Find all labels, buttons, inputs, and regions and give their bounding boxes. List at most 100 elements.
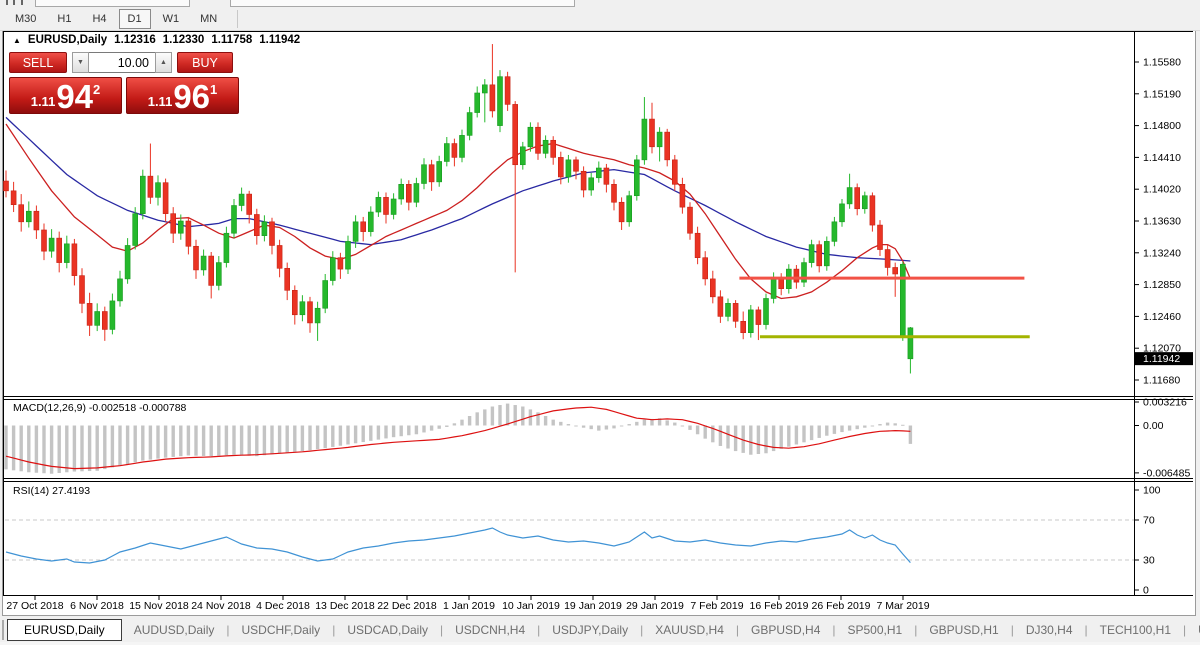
candle-body [823,241,830,267]
candle-body [618,201,625,223]
macd-histogram-bar [711,425,715,443]
candle-body [10,190,17,205]
macd-histogram-bar [741,425,745,453]
macd-histogram-bar [749,425,753,455]
macd-histogram-bar [308,425,312,451]
tab-item-usdcad-daily[interactable]: USDCAD,Daily [347,623,428,637]
macd-histogram-bar [703,425,707,439]
rsi-label: RSI(14) 27.4193 [13,485,91,497]
candle-body [709,278,716,298]
candle-body [367,211,374,232]
ma-slow-line [5,116,911,262]
macd-label: MACD(12,26,9) -0.002518 -0.000788 [13,402,187,414]
candle-body [869,195,876,226]
date-axis-label: 1 Jan 2019 [443,600,495,612]
macd-histogram-bar [384,425,388,439]
timeframe-button-m30[interactable]: M30 [15,13,37,25]
sell-button[interactable]: SELL [9,52,67,73]
macd-histogram-bar [171,425,175,457]
volume-increase-button[interactable]: ▲ [155,52,172,73]
tab-separator: | [735,623,740,637]
price-axis-label: 1.14020 [1143,184,1181,196]
tab-bar-grip[interactable] [2,620,4,640]
candle-body [124,245,131,280]
macd-histogram-bar [536,412,540,426]
candle-body [725,303,731,317]
timeframe-button-d1[interactable]: D1 [118,9,151,29]
candle-body [839,203,845,223]
candle-body [899,263,906,338]
candle-body [595,167,602,179]
tab-item-usdcnh-h4[interactable]: USDCNH,H4 [455,623,526,637]
candle-body [428,164,435,183]
tab-item-usdjpy-daily[interactable]: USDJPY,Daily [552,623,629,637]
timeframe-button-h1[interactable]: H1 [57,13,72,25]
date-axis-label: 24 Nov 2018 [191,600,251,612]
quote-header: ▲ EURUSD,Daily 1.12316 1.12330 1.11758 1… [13,34,300,46]
tab-separator: | [914,623,918,637]
date-axis-label: 4 Dec 2018 [256,600,310,612]
macd-histogram-bar [95,425,99,471]
candle-body [443,143,450,162]
macd-histogram-bar [779,425,783,449]
tab-separator: | [332,623,336,637]
macd-histogram-bar [224,425,229,456]
candle-body [94,311,100,326]
price-axis-label: 1.14410 [1143,152,1181,164]
volume-decrease-button[interactable]: ▼ [72,52,89,73]
macd-histogram-bar [194,425,198,456]
tab-item-gbpusd-h4[interactable]: GBPUSD,H4 [751,623,821,637]
buy-button[interactable]: BUY [177,52,233,73]
date-axis-label: 13 Dec 2018 [315,600,375,612]
macd-histogram-bar [847,425,852,431]
buy-price-panel[interactable]: 1.11 96 1 [126,77,239,114]
candle-body [307,301,313,324]
sell-price-panel[interactable]: 1.11 94 2 [9,77,122,114]
price-chart-canvas[interactable]: 1.15580 1.15190 1.14800 1.14410 1.14020 1.136… [3,31,1195,614]
tab-item-ukoil[interactable]: UKOil, [1186,620,1200,640]
candle-body [436,161,443,183]
tab-item-sp500-h1[interactable]: SP500,H1 [847,623,903,637]
macd-histogram-bar [270,425,274,455]
macd-histogram-bar [635,421,639,426]
candle-body [474,92,481,113]
candle-body [611,184,617,203]
macd-histogram-bar [338,425,343,446]
tab-item-gbpusd-h1[interactable]: GBPUSD,H1 [929,623,999,637]
timeframe-button-w1[interactable]: W1 [162,13,180,25]
macd-histogram-bar [559,421,563,426]
macd-histogram-bar [369,425,373,441]
candle-body [747,309,754,334]
candle-body [831,221,838,242]
macd-histogram-bar [247,425,251,456]
candle-body [641,118,648,161]
volume-input[interactable] [89,52,155,73]
tab-item-tech100-h1[interactable]: TECH100,H1 [1099,623,1171,637]
tab-item-usdchf-daily[interactable]: USDCHF,Daily [241,623,321,637]
candle-body [102,311,108,330]
macd-histogram-bar [878,424,882,426]
macd-histogram-bar [612,425,616,429]
timeframe-button-h4[interactable]: H4 [92,13,107,25]
candle-body [284,267,291,291]
tab-item-xauusd-h4[interactable]: XAUUSD,H4 [655,623,724,637]
macd-histogram-bar [802,425,806,443]
candle-body [527,126,534,148]
macd-histogram-bar [133,425,137,463]
macd-histogram-bar [331,425,335,447]
timeframe-toolbar: M30 H1 H4 D1 W1 MN [0,8,1200,31]
macd-histogram-bar [353,425,358,444]
macd-histogram-bar [315,425,320,450]
tab-item-eurusd-daily[interactable]: EURUSD,Daily [7,619,122,641]
tab-item-audusd-daily[interactable]: AUDUSD,Daily [133,623,215,637]
candle-body [200,255,207,271]
macd-histogram-bar [445,425,449,427]
collapse-triangle-icon[interactable]: ▲ [13,35,21,45]
macd-histogram-bar [255,425,259,457]
candle-body [816,244,823,267]
tab-item-dj30-h4[interactable]: DJ30,H4 [1025,623,1073,637]
macd-histogram-bar [475,412,479,426]
timeframe-button-mn[interactable]: MN [200,13,218,25]
macd-histogram-bar [407,425,411,436]
macd-histogram-bar [391,425,396,438]
